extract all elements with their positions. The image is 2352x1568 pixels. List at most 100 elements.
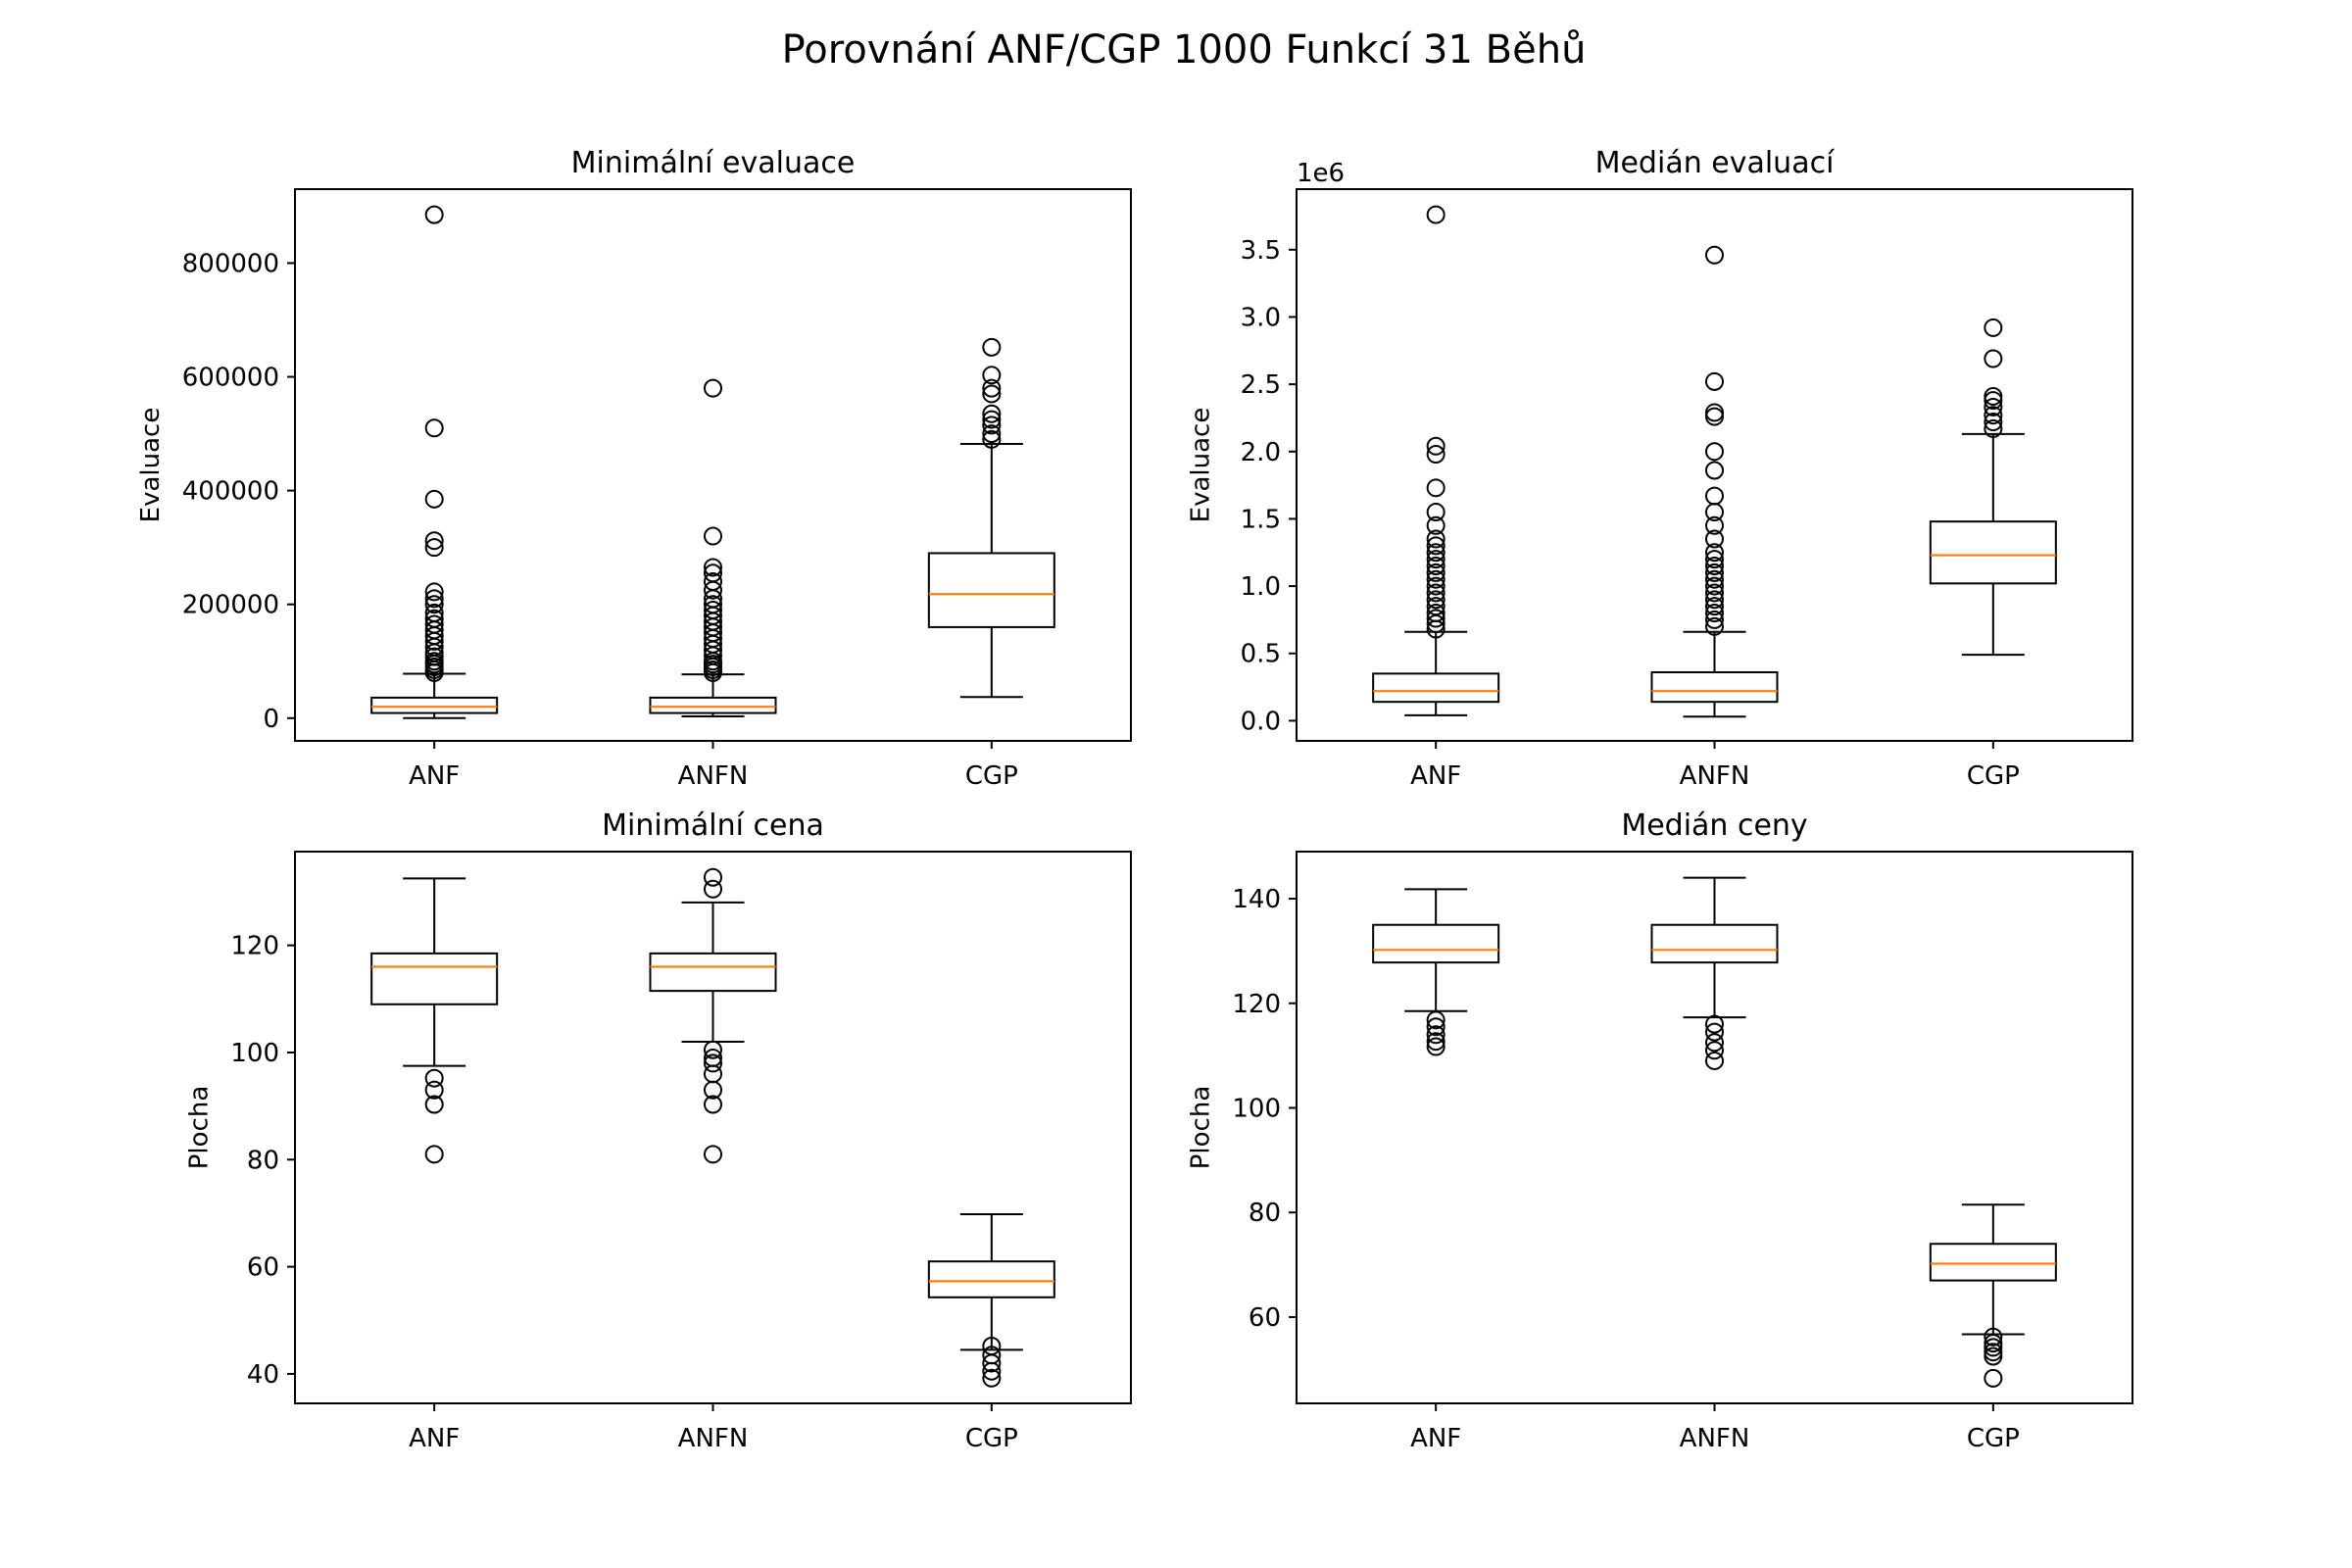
outlier-point — [982, 366, 1002, 385]
outlier-point — [424, 538, 444, 558]
outlier-point — [1705, 604, 1724, 623]
outlier-point — [1705, 403, 1724, 422]
outlier-point — [982, 404, 1002, 423]
y-offset-label: 1e6 — [1297, 159, 1345, 188]
y-tick-label: 80 — [1249, 1199, 1281, 1228]
iqr-box — [927, 552, 1055, 628]
x-tick-label: ANF — [1410, 1424, 1461, 1453]
outlier-point — [1426, 583, 1446, 603]
y-tick-label: 1.5 — [1241, 505, 1281, 534]
outlier-point — [982, 1353, 1002, 1373]
outlier-point — [704, 1080, 722, 1100]
outlier-point — [982, 1368, 1002, 1388]
outlier-point — [1426, 590, 1446, 610]
y-tick-label: 400000 — [182, 477, 279, 507]
outlier-point — [1426, 576, 1446, 596]
chart-panel-3: Minimální cena 40 60 80 100 120 Plocha ANF ANFN C… — [185, 808, 1132, 1453]
y-tick-label: 2.5 — [1241, 370, 1281, 400]
outlier-point — [1426, 550, 1446, 569]
y-axis-label: Plocha — [185, 1086, 215, 1170]
outlier-point — [1426, 1017, 1446, 1037]
outlier-point — [1426, 1025, 1446, 1045]
outlier-point — [1426, 445, 1446, 465]
outlier-point — [1426, 529, 1446, 549]
outlier-point — [1705, 461, 1724, 480]
box-anf — [1372, 888, 1500, 1056]
outlier-point — [1426, 503, 1446, 522]
iqr-box — [1650, 923, 1779, 964]
iqr-box — [1929, 520, 2057, 585]
chart-panel-2: Medián evaluací 0.0 0.5 1.0 1.5 2.0 2.5 3.0 3.5 1… — [1187, 146, 2133, 791]
outlier-point — [1426, 563, 1446, 582]
x-tick-label: ANFN — [1680, 1424, 1750, 1453]
outlier-point — [1984, 406, 2003, 425]
x-tick-label: CGP — [965, 1424, 1018, 1453]
outlier-point — [982, 424, 1002, 444]
outlier-point — [1705, 245, 1724, 265]
outlier-point — [1984, 1338, 2003, 1357]
outlier-point — [704, 558, 722, 577]
panel-title: Minimální evaluace — [571, 146, 856, 180]
y-axis-label: Evaluace — [136, 408, 166, 523]
outlier-point — [1705, 556, 1724, 575]
chart-panels: Minimální evaluace0200000400000600000800… — [136, 146, 2133, 1453]
outlier-point — [1705, 515, 1724, 535]
outlier-point — [704, 1145, 722, 1164]
y-tick-label: 800000 — [182, 249, 279, 278]
outlier-point — [1426, 1037, 1446, 1056]
outlier-point — [704, 1054, 722, 1073]
outlier-point — [1984, 349, 2003, 368]
x-tick-label: ANF — [409, 1424, 460, 1453]
outlier-point — [1426, 609, 1446, 628]
box-cgp — [1929, 1203, 2057, 1388]
outlier-point — [424, 589, 444, 609]
outlier-point — [424, 1080, 444, 1100]
iqr-box — [370, 696, 499, 714]
outlier-point — [1705, 597, 1724, 616]
y-tick-label: 60 — [247, 1253, 279, 1283]
outlier-point — [424, 609, 444, 628]
y-tick-label: 60 — [1249, 1303, 1281, 1333]
x-tick-label: CGP — [1967, 761, 2020, 791]
outlier-point — [424, 1145, 444, 1164]
y-axis-label: Evaluace — [1187, 408, 1216, 523]
figure-title: Porovnání ANF/CGP 1000 Funkcí 31 Běhů — [782, 27, 1587, 73]
panel-title: Medián evaluací — [1595, 146, 1836, 180]
outlier-point — [1984, 1368, 2003, 1388]
iqr-box — [649, 952, 777, 993]
box-anfn — [649, 867, 777, 1164]
outlier-point — [1705, 616, 1724, 636]
box-cgp — [927, 1213, 1055, 1388]
y-tick-label: 0.5 — [1241, 640, 1281, 669]
outlier-point — [1705, 569, 1724, 589]
outlier-point — [982, 378, 1002, 398]
outlier-point — [1705, 486, 1724, 506]
outlier-point — [1426, 1010, 1446, 1030]
box-anf — [1372, 205, 1500, 716]
outlier-point — [1984, 397, 2003, 416]
iqr-box — [1372, 923, 1500, 964]
outlier-point — [424, 418, 444, 438]
outlier-point — [424, 1095, 444, 1114]
outlier-point — [1705, 543, 1724, 563]
y-tick-label: 0.0 — [1241, 707, 1281, 736]
outlier-point — [704, 595, 722, 614]
outlier-point — [1426, 536, 1446, 556]
outlier-point — [1705, 590, 1724, 610]
x-tick-label: ANFN — [678, 1424, 749, 1453]
outlier-point — [982, 416, 1002, 435]
outlier-point — [1984, 1343, 2003, 1362]
outlier-point — [704, 571, 722, 591]
outlier-point — [1984, 1334, 2003, 1353]
outlier-point — [704, 526, 722, 546]
x-tick-label: CGP — [965, 761, 1018, 791]
outlier-point — [1426, 436, 1446, 456]
outlier-point — [1705, 563, 1724, 582]
x-tick-label: ANFN — [1680, 761, 1750, 791]
outlier-point — [704, 867, 722, 887]
panel-title: Medián ceny — [1621, 808, 1807, 843]
outlier-point — [1984, 418, 2003, 438]
outlier-point — [1426, 205, 1446, 224]
